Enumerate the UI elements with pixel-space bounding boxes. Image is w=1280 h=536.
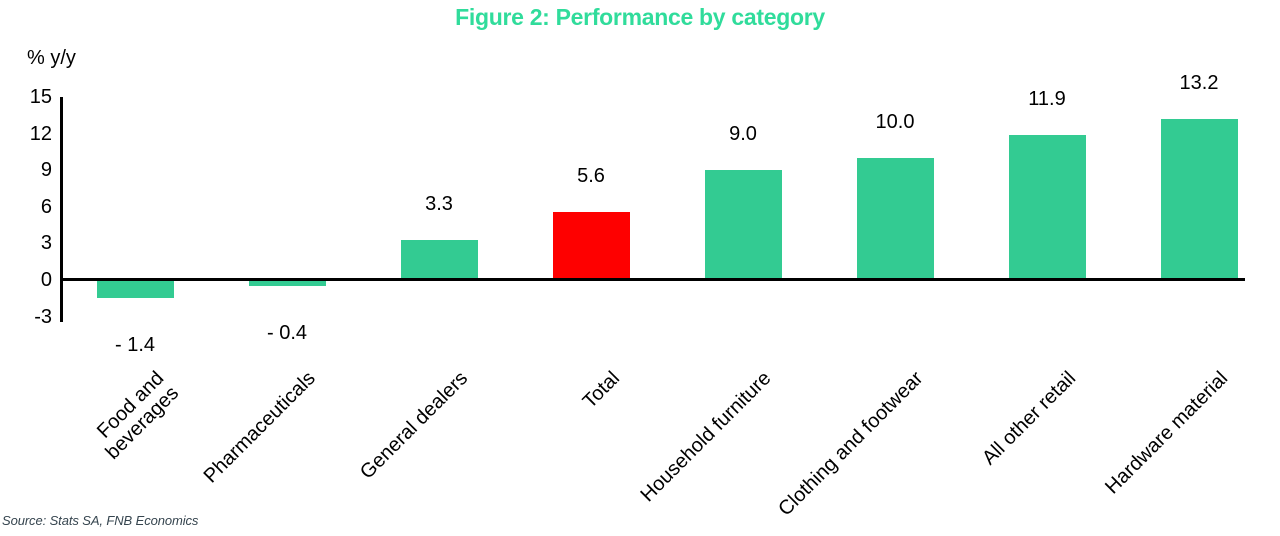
value-label-household-furniture: 9.0 — [729, 123, 757, 145]
category-label-clothing-and-footwear: Clothing and footwear — [774, 367, 928, 521]
category-label-household-furniture: Household furniture — [636, 367, 776, 507]
bar-all-other-retail — [1008, 135, 1086, 280]
category-label-food-and-beverages: Food and beverages — [92, 367, 183, 464]
y-tick-3: 3 — [40, 232, 52, 255]
y-tick-6: 6 — [40, 195, 52, 218]
bar-clothing-and-footwear — [856, 158, 934, 280]
category-label-all-other-retail: All other retail — [977, 367, 1080, 470]
source-note: Source: Stats SA, FNB Economics — [2, 513, 199, 528]
value-label-all-other-retail: 11.9 — [1028, 88, 1066, 110]
bar-hardware-material — [1160, 119, 1238, 280]
bar-total — [552, 212, 630, 280]
category-label-total: Total — [578, 367, 624, 413]
value-label-general-dealers: 3.3 — [425, 193, 453, 215]
value-label-hardware-material: 13.2 — [1179, 72, 1219, 94]
value-label-total: 5.6 — [577, 165, 605, 187]
y-tick-9: 9 — [40, 159, 52, 182]
y-axis-line — [60, 97, 63, 322]
value-label-pharmaceuticals: - 0.4 — [266, 322, 308, 344]
y-axis-unit-label: % y/y — [27, 47, 76, 69]
y-tick-12: 12 — [29, 122, 52, 145]
category-label-hardware-material: Hardware material — [1100, 367, 1232, 499]
y-tick-0: 0 — [40, 269, 52, 291]
category-label-pharmaceuticals: Pharmaceuticals — [199, 367, 320, 488]
y-tick-15: 15 — [29, 86, 52, 108]
y-tick--3: -3 — [34, 305, 52, 328]
chart-title: Figure 2: Performance by category — [455, 4, 825, 30]
bar-food-and-beverages — [96, 281, 174, 298]
x-axis-zero-line — [60, 278, 1245, 281]
bar-pharmaceuticals — [248, 281, 326, 286]
bar-general-dealers — [400, 240, 478, 280]
value-label-food-and-beverages: - 1.4 — [114, 334, 156, 356]
bar-household-furniture — [704, 170, 782, 280]
category-label-general-dealers: General dealers — [355, 367, 472, 484]
value-label-clothing-and-footwear: 10.0 — [875, 111, 915, 133]
